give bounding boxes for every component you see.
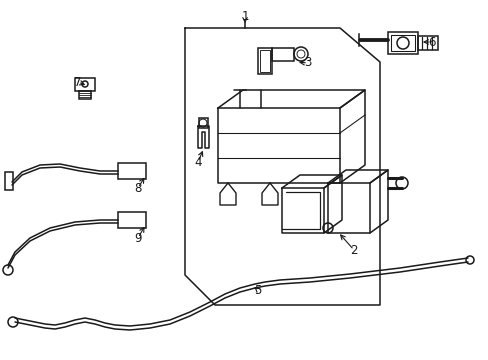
Text: 1: 1: [241, 10, 248, 23]
Bar: [260, 50, 269, 72]
Bar: [5, 172, 13, 190]
Text: 7: 7: [74, 76, 81, 89]
Bar: [79, 91, 91, 99]
Bar: [75, 78, 95, 91]
Bar: [387, 32, 417, 54]
Text: 6: 6: [427, 36, 435, 49]
Text: 3: 3: [304, 57, 311, 69]
Bar: [271, 48, 293, 61]
Text: 9: 9: [134, 231, 142, 244]
Text: 4: 4: [194, 156, 202, 168]
Bar: [390, 35, 414, 51]
Text: 2: 2: [349, 243, 357, 256]
Text: 5: 5: [254, 284, 261, 297]
Bar: [118, 212, 146, 228]
Bar: [199, 118, 207, 128]
Bar: [258, 48, 271, 74]
Bar: [417, 36, 437, 50]
Bar: [118, 163, 146, 179]
Text: 8: 8: [134, 181, 142, 194]
